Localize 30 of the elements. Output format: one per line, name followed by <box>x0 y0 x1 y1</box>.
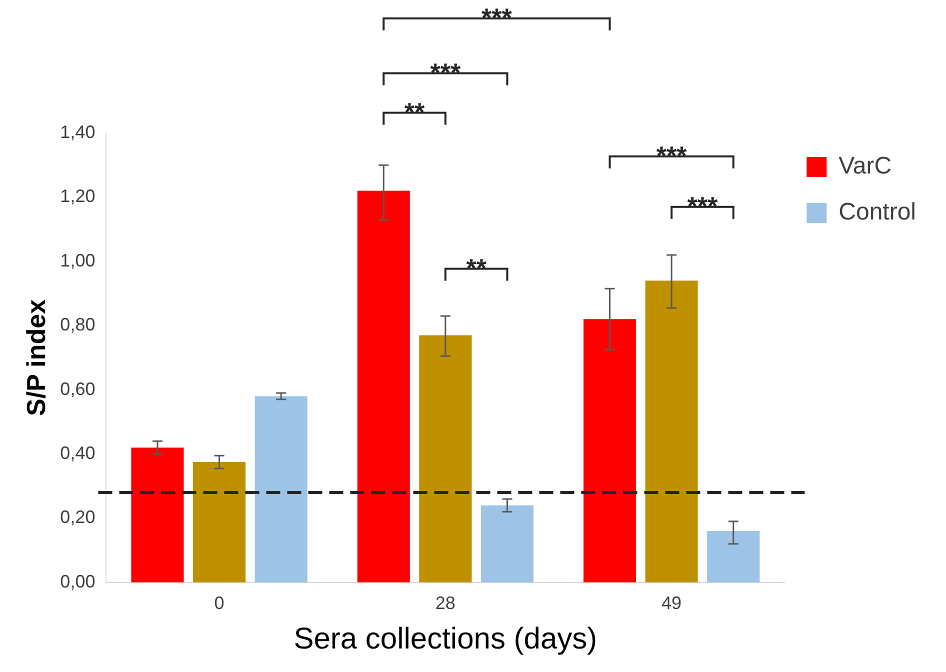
annotation: *** <box>656 140 688 170</box>
y-tick-label: 0,20 <box>60 507 96 528</box>
text: ** <box>404 96 426 127</box>
bar <box>193 462 246 582</box>
legend-label: VarC <box>838 152 892 180</box>
x-tick-label: 49 <box>662 593 682 614</box>
y-axis-title: S/P index <box>20 298 51 416</box>
x-tick-label: 0 <box>214 593 224 614</box>
y-tick-label: 0,80 <box>60 314 96 335</box>
y-tick-label: 0,40 <box>60 442 96 463</box>
y-tick-label: 1,20 <box>60 186 96 206</box>
bar <box>131 448 184 582</box>
y-tick-label: 1,40 <box>60 122 96 142</box>
annotation: *** <box>687 190 719 221</box>
x-axis-title: Sera collections (days) <box>294 622 598 656</box>
text: *** <box>430 57 462 88</box>
bar <box>254 396 308 582</box>
bar <box>645 280 698 582</box>
bar <box>357 190 410 582</box>
bar <box>480 505 534 582</box>
text: *** <box>482 2 513 32</box>
y-tick-label: 1,00 <box>60 250 96 270</box>
legend-label: Control <box>838 198 916 226</box>
annotation: ** <box>466 252 488 283</box>
y-tick-label: 0,00 <box>60 571 96 592</box>
bar <box>707 531 760 582</box>
bar <box>419 335 472 582</box>
x-tick-label: 28 <box>435 593 456 614</box>
bar <box>583 319 636 582</box>
y-tick-label: 0,60 <box>60 378 96 399</box>
